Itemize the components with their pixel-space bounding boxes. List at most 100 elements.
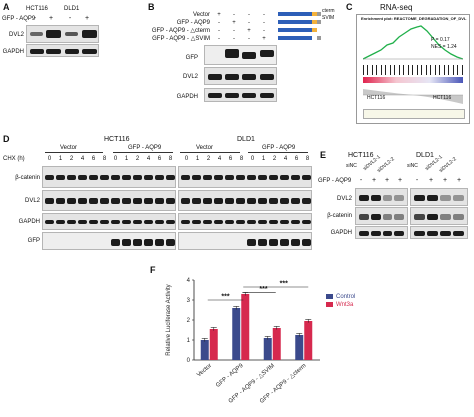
panel-a-line-hct116: HCT116	[26, 6, 48, 12]
panel-d-blot-gfp-hct116	[42, 232, 176, 250]
panel-e-line-hct116: HCT116	[348, 152, 374, 159]
blot-band	[166, 239, 175, 246]
panel-b-row-gapdh: GAPDH	[176, 94, 198, 100]
panel-d-timepoint: 1	[195, 156, 200, 162]
panel-a-row-dvl2: DVL2	[8, 32, 24, 38]
panel-f-chart: 0 1 2 3 4 Relative Luciferase Activity Vector G…	[166, 278, 355, 405]
panel-b-sign: -	[263, 20, 265, 26]
panel-e-col-sinc-2: siNC	[407, 163, 418, 169]
blot-band	[78, 220, 87, 224]
blot-band	[269, 198, 278, 204]
bar-control	[200, 340, 209, 360]
y-tick-label: 4	[187, 278, 191, 284]
panel-a-blot-dvl2	[26, 25, 99, 43]
panel-d-bracket	[180, 152, 240, 153]
blot-band	[67, 198, 76, 204]
panel-c-left-group: HCT116	[367, 95, 386, 101]
panel-d-row-dvl2: DVL2	[24, 198, 40, 204]
blot-band	[247, 198, 256, 204]
blot-band	[269, 239, 278, 246]
blot-band	[269, 220, 278, 224]
blot-band	[56, 198, 65, 204]
blot-band	[225, 220, 234, 224]
panel-c-right-group: HCT116	[433, 95, 452, 101]
blot-band	[181, 220, 190, 224]
panel-c-p-value: P = 0.17	[431, 37, 450, 43]
panel-d-timepoint: 8	[102, 156, 107, 162]
panel-b-cond-svim: GFP - AQP9 - △SVIM	[152, 36, 210, 42]
blot-band	[122, 239, 131, 246]
panel-c-nes: NES = 1.24	[431, 44, 457, 50]
blot-band	[370, 195, 381, 201]
panel-d-timepoint: 6	[91, 156, 96, 162]
sig-stars: ***	[221, 294, 229, 301]
panel-e-blot-bcatenin-dld1	[410, 207, 468, 225]
panel-b-sign: -	[218, 28, 220, 34]
blot-band	[144, 239, 153, 246]
panel-e-sign: +	[384, 177, 390, 184]
blot-band	[133, 175, 142, 180]
panel-d-timepoint: 1	[124, 156, 129, 162]
blot-band	[258, 220, 267, 224]
blot-band	[427, 214, 438, 220]
panel-d-timepoint: 2	[135, 156, 140, 162]
blot-band	[427, 231, 438, 236]
panel-a-row-gapdh: GAPDH	[2, 49, 24, 55]
panel-d-row-gfp: GFP	[27, 238, 40, 244]
blot-band	[111, 239, 120, 246]
blot-band	[258, 239, 267, 246]
blot-band	[359, 231, 369, 236]
panel-b-blot-gapdh	[204, 88, 277, 102]
blot-band	[394, 195, 404, 201]
blot-band	[89, 198, 98, 204]
panel-d-timepoint: 4	[80, 156, 85, 162]
panel-d-blot-bcatenin-dld1	[178, 166, 312, 188]
panel-e-line-dld1: DLD1	[416, 152, 434, 159]
blot-band	[370, 231, 381, 236]
panel-d-timepoint: 0	[250, 156, 255, 162]
panel-c-ranked-metric	[363, 89, 463, 104]
legend-swatch	[326, 294, 333, 299]
panel-d-timepoint: 6	[228, 156, 233, 162]
panel-d-line-hct116: HCT116	[104, 136, 130, 143]
blot-band	[440, 231, 451, 236]
panel-e-gfp-aqp9: GFP - AQP9	[318, 178, 352, 184]
bar-control	[295, 335, 304, 360]
panel-a-line-dld1: DLD1	[64, 6, 80, 12]
blot-band	[89, 175, 98, 180]
panel-b-cond-gfp-aqp9: GFP - AQP9	[176, 20, 210, 26]
blot-band	[291, 239, 300, 246]
legend-label: Control	[336, 294, 355, 300]
panel-c-enrichment-curve	[363, 25, 463, 60]
panel-b-label: B	[148, 2, 155, 12]
panel-d-group-gfp-1: GFP - AQP9	[128, 145, 162, 151]
panel-d-timepoint: 6	[157, 156, 162, 162]
panel-d-blot-gapdh-hct116	[42, 213, 176, 230]
blot-band	[440, 214, 451, 220]
panel-c-hit-barcode	[363, 65, 463, 75]
blot-band	[192, 175, 201, 180]
blot-band	[122, 175, 131, 180]
panel-e-sign: -	[359, 177, 363, 184]
panel-b-domain-svim: SVIM	[322, 15, 335, 21]
blot-band	[258, 198, 267, 204]
blot-band	[111, 175, 120, 180]
blot-band	[302, 239, 311, 246]
panel-d-chx-label: CHX (h)	[3, 156, 25, 162]
panel-b-blot-dvl2	[204, 67, 277, 85]
panel-a-sign-2: +	[48, 15, 54, 22]
panel-c-legend-strip	[363, 109, 465, 119]
bar-wnt3a	[304, 321, 313, 360]
blot-band	[247, 175, 256, 180]
blot-band	[359, 195, 369, 201]
y-axis-title: Relative Luciferase Activity	[166, 284, 172, 355]
panel-d-timepoint: 2	[206, 156, 211, 162]
blot-band	[214, 220, 223, 224]
panel-d-timepoint: 2	[69, 156, 74, 162]
panel-d-group-gfp-2: GFP - AQP9	[262, 145, 296, 151]
panel-e-blot-bcatenin-hct116	[355, 207, 408, 225]
blot-band	[280, 239, 289, 246]
blot-band	[280, 220, 289, 224]
blot-band	[414, 214, 425, 220]
panel-e-label: E	[320, 150, 327, 160]
